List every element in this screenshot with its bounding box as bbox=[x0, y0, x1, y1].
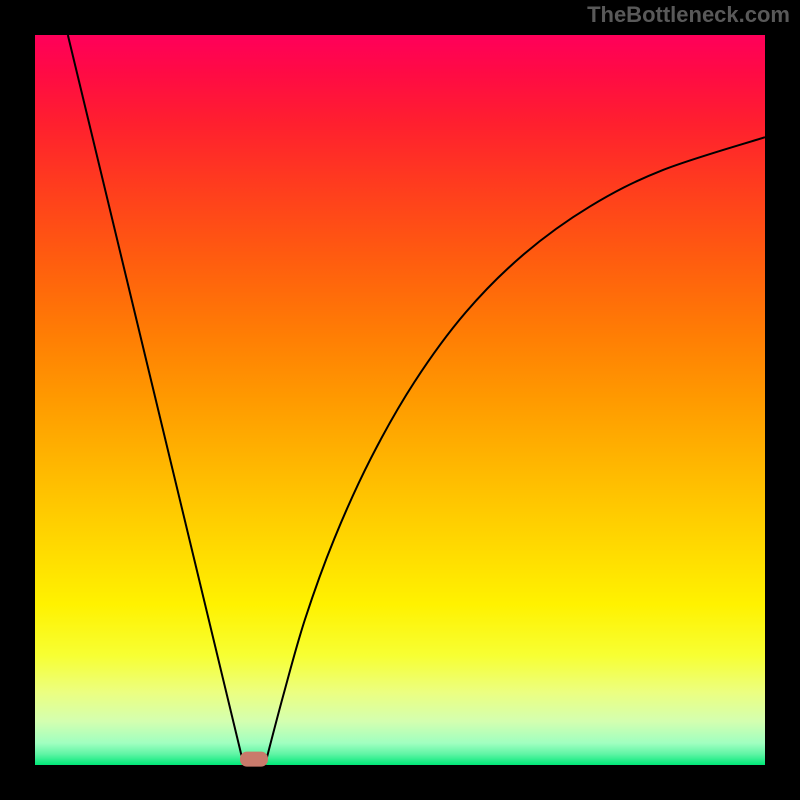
plot-background bbox=[35, 35, 765, 765]
bottleneck-chart bbox=[0, 0, 800, 800]
chart-container: TheBottleneck.com bbox=[0, 0, 800, 800]
watermark-text: TheBottleneck.com bbox=[587, 2, 790, 28]
optimum-marker bbox=[240, 752, 268, 767]
